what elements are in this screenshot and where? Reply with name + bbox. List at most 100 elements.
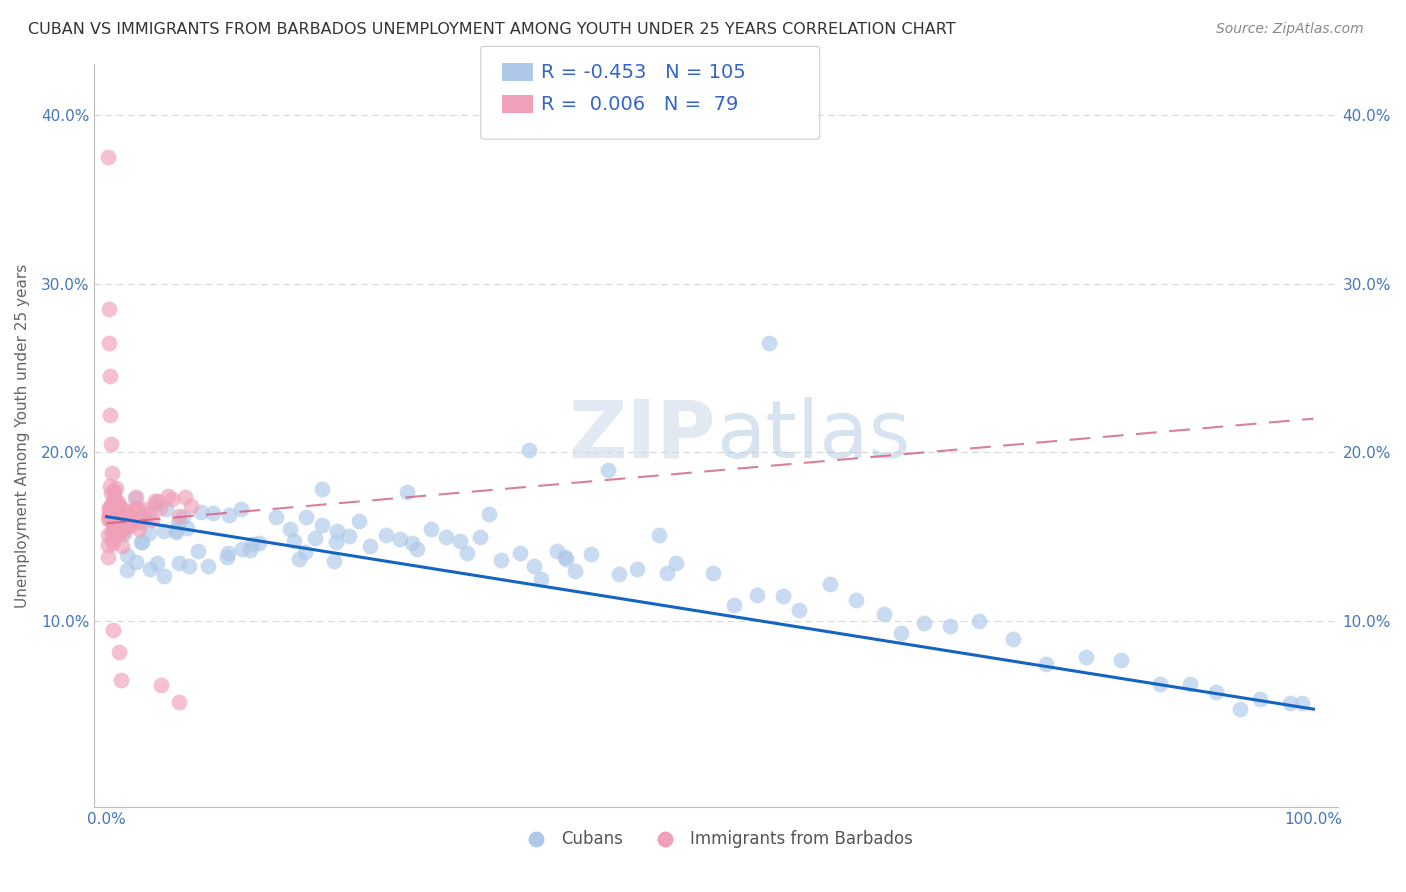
Point bbox=[103, 506, 125, 520]
Point bbox=[546, 544, 568, 558]
Point bbox=[122, 501, 145, 516]
Point bbox=[107, 498, 129, 512]
Text: CUBAN VS IMMIGRANTS FROM BARBADOS UNEMPLOYMENT AMONG YOUTH UNDER 25 YEARS CORREL: CUBAN VS IMMIGRANTS FROM BARBADOS UNEMPL… bbox=[28, 22, 956, 37]
Point bbox=[938, 619, 960, 633]
Point bbox=[110, 519, 132, 533]
Point bbox=[134, 502, 156, 516]
Point bbox=[1180, 677, 1202, 691]
Point bbox=[401, 536, 423, 550]
Point bbox=[218, 508, 240, 522]
Point bbox=[107, 645, 129, 659]
Point bbox=[127, 501, 149, 516]
Point bbox=[283, 533, 305, 548]
Point bbox=[187, 544, 209, 558]
Point bbox=[190, 505, 212, 519]
Point bbox=[101, 467, 124, 481]
Point bbox=[125, 513, 148, 527]
Point bbox=[304, 531, 326, 545]
Text: R =  0.006   N =  79: R = 0.006 N = 79 bbox=[541, 95, 738, 114]
Point bbox=[104, 529, 127, 543]
Point bbox=[125, 555, 148, 569]
Point bbox=[912, 616, 935, 631]
Point bbox=[132, 510, 155, 524]
Point bbox=[101, 510, 124, 524]
Point bbox=[117, 519, 139, 533]
Point bbox=[311, 517, 333, 532]
Point bbox=[107, 494, 129, 508]
Point bbox=[105, 515, 128, 529]
Point bbox=[101, 510, 124, 524]
Point bbox=[118, 514, 141, 528]
Point bbox=[108, 525, 131, 540]
Point bbox=[98, 369, 121, 384]
Point bbox=[98, 513, 121, 527]
Point bbox=[100, 499, 122, 513]
Point bbox=[176, 521, 198, 535]
Point bbox=[122, 513, 145, 527]
Point bbox=[396, 484, 419, 499]
Point bbox=[579, 547, 602, 561]
Point bbox=[112, 527, 135, 541]
Point bbox=[789, 603, 811, 617]
Point bbox=[322, 554, 344, 568]
Point bbox=[125, 500, 148, 515]
Text: Source: ZipAtlas.com: Source: ZipAtlas.com bbox=[1216, 22, 1364, 37]
Point bbox=[103, 508, 125, 523]
Point bbox=[607, 566, 630, 581]
Point bbox=[231, 542, 253, 557]
Point bbox=[125, 490, 148, 504]
Point bbox=[101, 498, 124, 512]
Point bbox=[110, 673, 132, 688]
Point bbox=[105, 525, 128, 540]
Point bbox=[112, 519, 135, 533]
Point bbox=[420, 522, 443, 536]
Point bbox=[167, 695, 190, 709]
Point bbox=[240, 537, 263, 551]
Point bbox=[98, 507, 121, 521]
Point bbox=[98, 478, 121, 492]
Point bbox=[103, 484, 125, 499]
Point bbox=[478, 508, 501, 522]
Point bbox=[517, 443, 540, 458]
Point bbox=[131, 509, 153, 524]
Point bbox=[326, 524, 349, 538]
Point bbox=[97, 550, 120, 565]
Point bbox=[295, 510, 318, 524]
Point bbox=[97, 301, 120, 316]
Point bbox=[160, 492, 183, 507]
Point bbox=[97, 512, 120, 526]
Point bbox=[149, 500, 172, 515]
Point bbox=[1149, 677, 1171, 691]
Point bbox=[1249, 691, 1271, 706]
Point bbox=[97, 335, 120, 350]
Point bbox=[509, 546, 531, 560]
Point bbox=[375, 528, 398, 542]
Point bbox=[98, 500, 121, 515]
Point bbox=[104, 514, 127, 528]
Point bbox=[1291, 696, 1313, 710]
Point bbox=[108, 500, 131, 514]
Point bbox=[337, 529, 360, 543]
Point bbox=[121, 516, 143, 531]
Point bbox=[103, 536, 125, 550]
Point bbox=[100, 508, 122, 523]
Point bbox=[105, 515, 128, 529]
Point bbox=[657, 566, 679, 581]
Point bbox=[115, 515, 138, 529]
Point bbox=[1229, 702, 1251, 716]
Point bbox=[758, 335, 780, 350]
Point bbox=[138, 562, 160, 576]
Point bbox=[108, 522, 131, 536]
Point bbox=[138, 506, 160, 520]
Point bbox=[197, 559, 219, 574]
Point bbox=[530, 572, 553, 586]
Point bbox=[110, 513, 132, 527]
Point bbox=[489, 552, 512, 566]
Point bbox=[108, 500, 131, 514]
Point bbox=[845, 592, 868, 607]
Point bbox=[167, 508, 190, 523]
Point bbox=[406, 542, 429, 557]
Point bbox=[131, 535, 153, 549]
Point bbox=[1109, 652, 1132, 666]
Point bbox=[1279, 697, 1302, 711]
